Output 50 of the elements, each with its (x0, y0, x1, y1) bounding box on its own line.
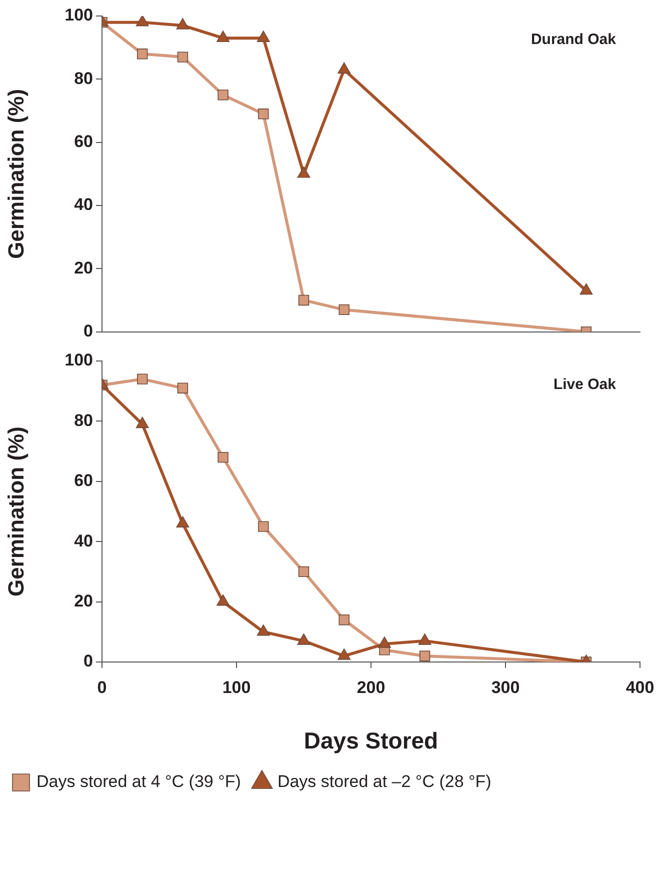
point (298, 294, 310, 306)
point (297, 634, 310, 645)
point (258, 521, 269, 532)
point (338, 62, 351, 74)
x-tick-label: 400 (626, 678, 654, 697)
point (218, 90, 228, 100)
y-tick-label: 20 (74, 591, 93, 610)
point (176, 18, 190, 30)
point (136, 16, 149, 26)
point (418, 634, 432, 645)
y-axis-title: Germination (%) (3, 426, 28, 596)
point (258, 108, 269, 120)
y-axis-title: Germination (%) (3, 88, 28, 259)
point (580, 283, 593, 295)
legend-label: Days stored at 4 °C (39 °F) (36, 772, 241, 792)
y-tick-label: 100 (64, 6, 93, 25)
x-tick-label: 300 (491, 678, 520, 697)
point (136, 416, 149, 428)
point (256, 30, 270, 42)
annotation: Live Oak (553, 376, 617, 394)
y-tick-label: 100 (64, 350, 93, 370)
point (137, 48, 148, 60)
y-tick-label: 0 (84, 321, 93, 340)
point (177, 52, 188, 62)
x-axis-title: Days Stored (304, 728, 438, 754)
y-tick-label: 40 (74, 531, 93, 550)
point (378, 636, 391, 648)
annotation: Durand Oak (530, 31, 617, 48)
point (298, 566, 310, 578)
y-tick-label: 60 (74, 471, 93, 490)
x-tick-label: 100 (222, 678, 251, 697)
legend-label: Days stored at –2 °C (28 °F) (277, 772, 492, 792)
point (216, 30, 230, 42)
point (137, 374, 148, 384)
y-tick-label: 0 (84, 652, 93, 671)
point (297, 166, 310, 178)
y-tick-label: 40 (74, 195, 93, 214)
x-tick-label: 0 (97, 678, 107, 697)
point (256, 624, 270, 636)
point (338, 304, 350, 316)
point (176, 516, 190, 528)
y-tick-label: 80 (74, 68, 93, 88)
point (338, 648, 351, 660)
point (218, 452, 228, 463)
point (216, 594, 230, 606)
x-tick-label: 200 (356, 678, 386, 697)
point (177, 382, 188, 394)
y-tick-label: 60 (74, 132, 93, 152)
y-tick-label: 20 (74, 258, 93, 278)
y-tick-label: 80 (74, 410, 93, 430)
